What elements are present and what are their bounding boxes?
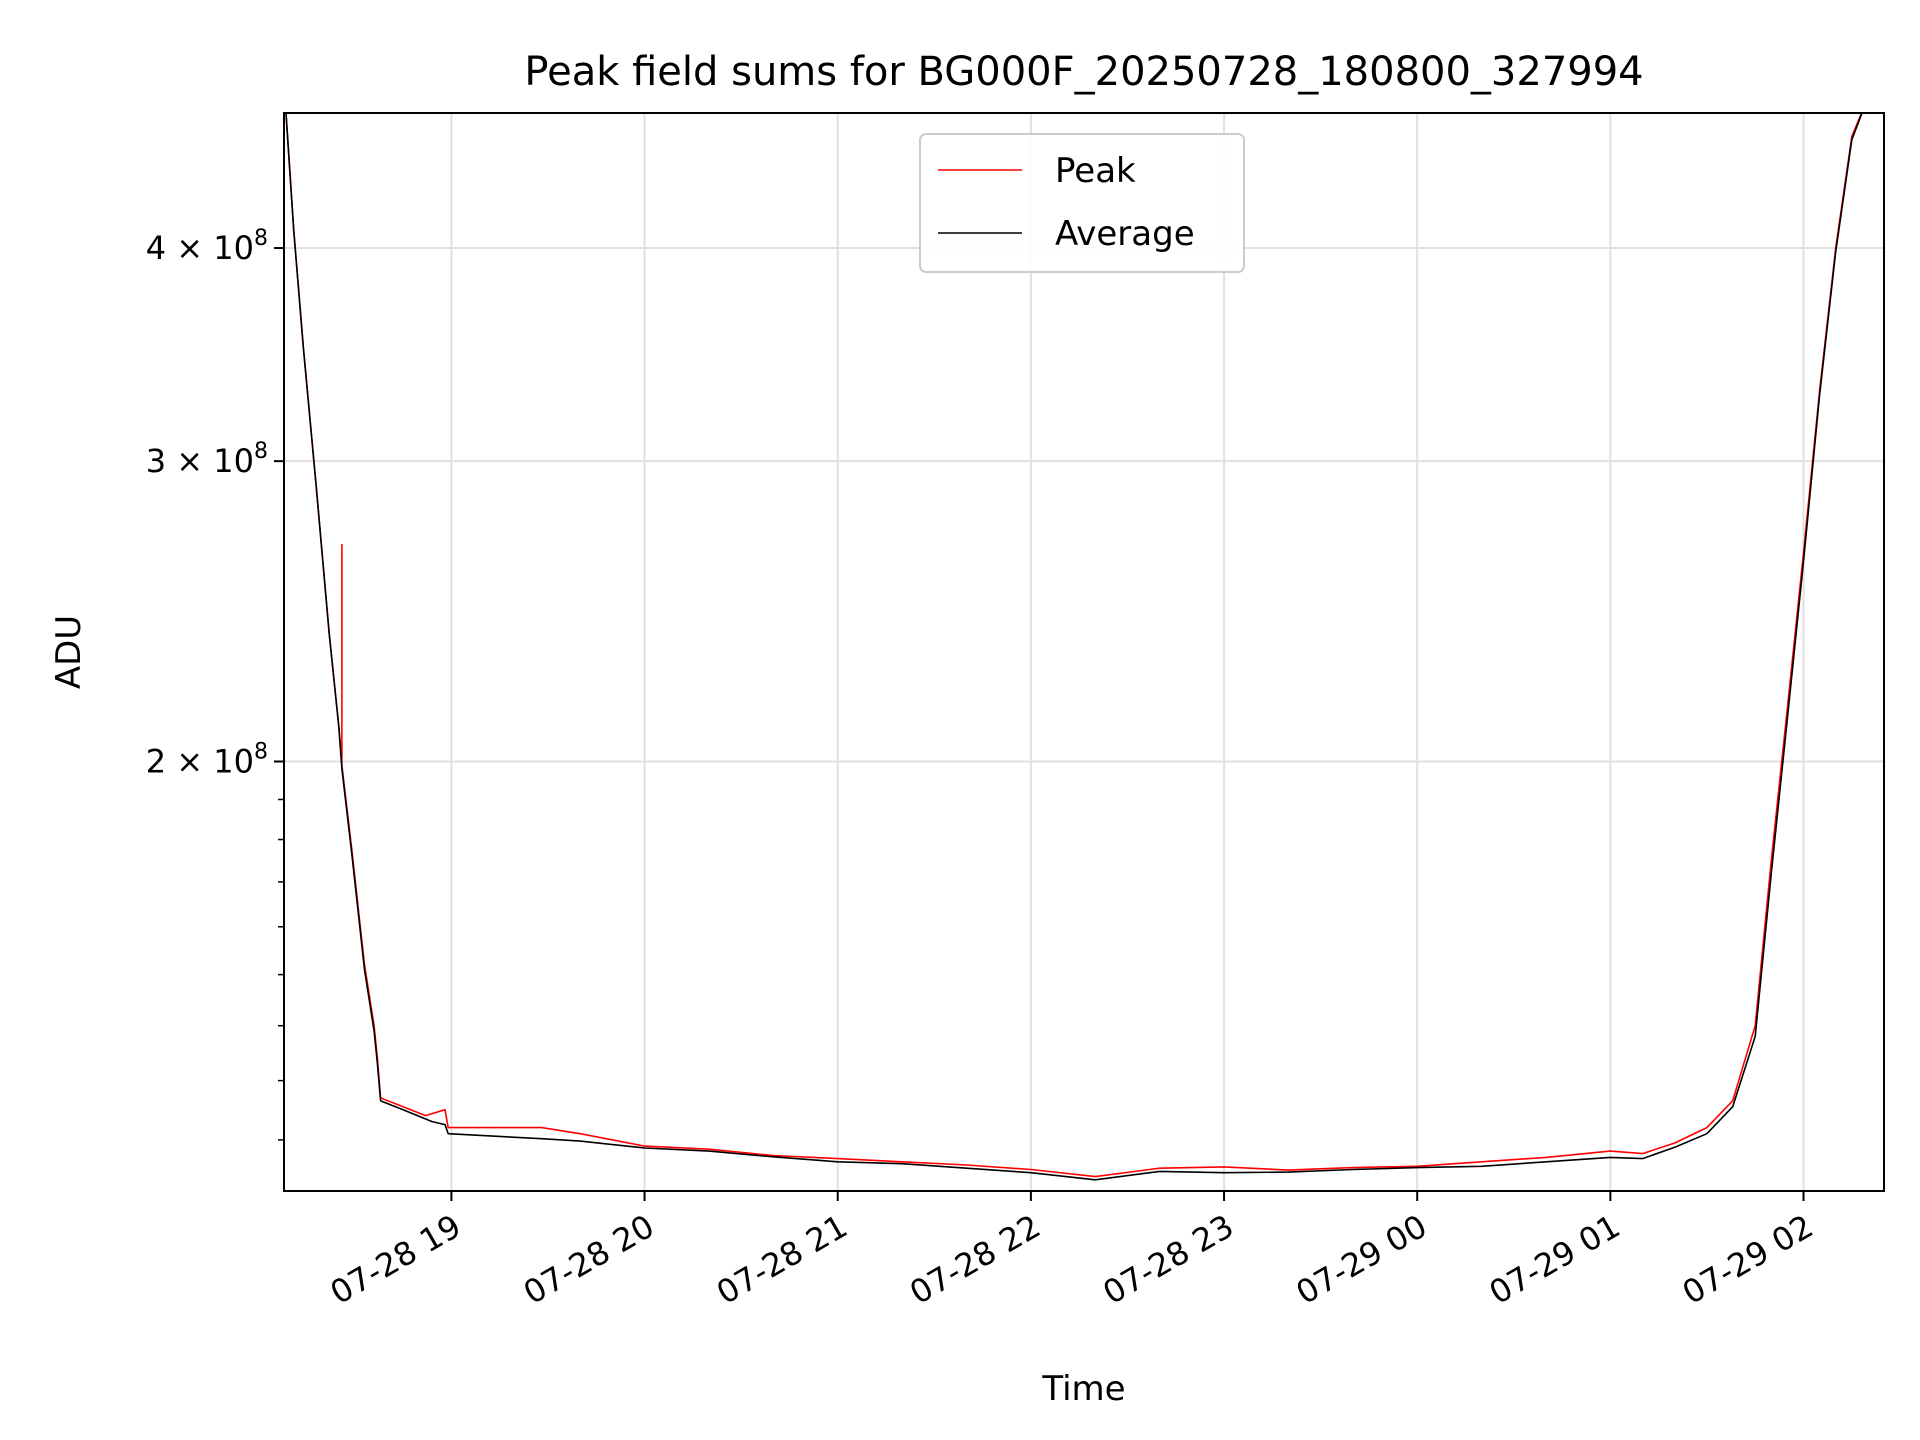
y-tick-exponent: 8	[254, 740, 268, 765]
y-tick-exponent: 8	[254, 439, 268, 464]
y-tick-mantissa: 2	[146, 743, 177, 781]
y-tick-times: ×	[176, 442, 213, 480]
legend-label-peak: Peak	[1055, 151, 1136, 191]
plot-frame	[283, 112, 1885, 1192]
legend-label-average: Average	[1055, 214, 1195, 254]
legend: Peak Average	[919, 133, 1245, 273]
y-tick-mantissa: 4	[146, 229, 177, 267]
y-tick-times: ×	[176, 743, 213, 781]
legend-box	[919, 133, 1245, 273]
y-tick-label: 4 × 108	[146, 226, 268, 267]
x-axis-label: Time	[1041, 1369, 1125, 1409]
series-layer	[285, 113, 1863, 1181]
y-tick-label: 3 × 108	[146, 439, 268, 480]
y-tick-base: 10	[213, 743, 254, 781]
y-tick-times: ×	[176, 229, 213, 267]
y-tick-exponent: 8	[254, 226, 268, 251]
y-tick-base: 10	[213, 442, 254, 480]
y-tick-mantissa: 3	[146, 442, 177, 480]
y-axis-label: ADU	[49, 615, 89, 689]
y-tick-label: 2 × 108	[146, 740, 268, 781]
chart-title: Peak field sums for BG000F_20250728_1808…	[524, 49, 1643, 95]
y-tick-base: 10	[213, 229, 254, 267]
series-line-average	[285, 113, 1863, 1181]
